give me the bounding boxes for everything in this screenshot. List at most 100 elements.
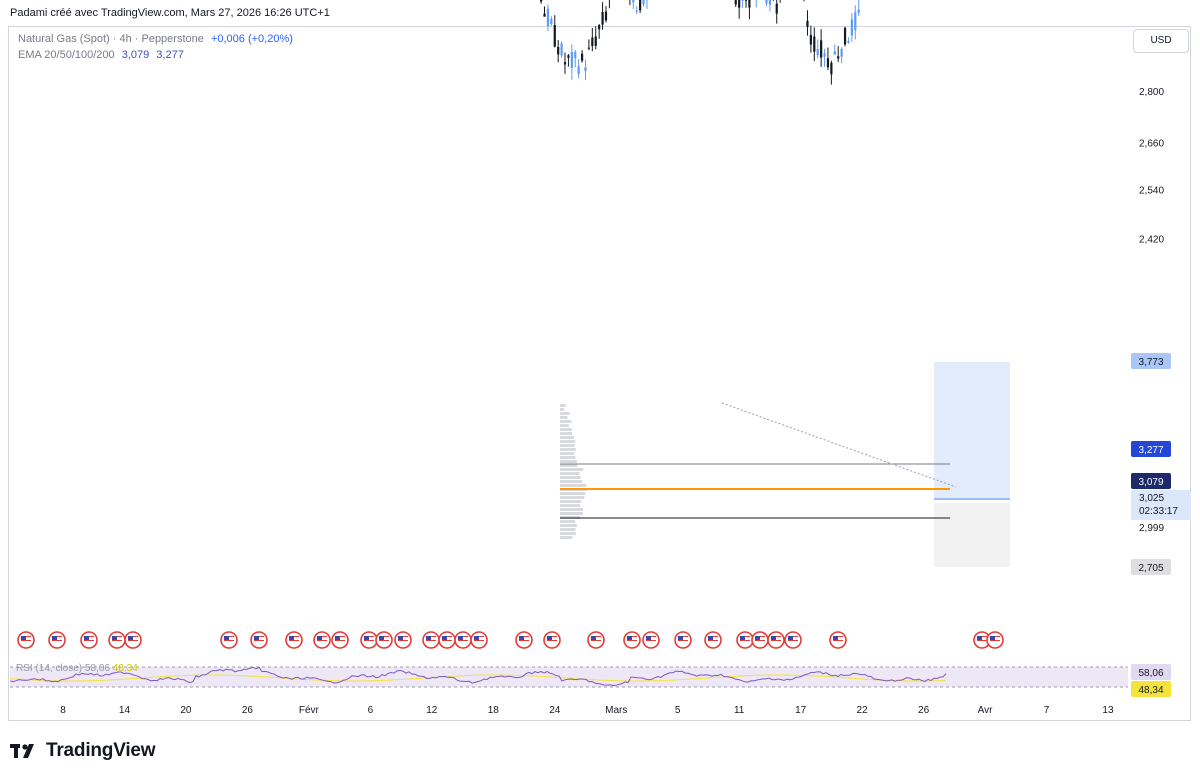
volume-profile-bar	[560, 496, 585, 499]
time-tick-label: 12	[426, 705, 438, 716]
price-tick-label: 2,660	[1139, 139, 1164, 150]
svg-text:58,06: 58,06	[1138, 668, 1163, 679]
economic-event-flag-icon[interactable]	[394, 631, 412, 649]
candle-body	[775, 3, 778, 14]
economic-event-flag-icon[interactable]	[220, 631, 238, 649]
ema-value-2: 3,277	[156, 49, 184, 61]
economic-event-flag-icon[interactable]	[973, 631, 991, 649]
economic-event-flag-icon[interactable]	[360, 631, 378, 649]
trend-line	[721, 402, 957, 488]
economic-event-flag-icon[interactable]	[642, 631, 660, 649]
volume-profile-bar	[560, 536, 573, 539]
time-axis[interactable]: 8 14 20 26 Févr 6 12 18 24 Mars 5 11 17 22 26 Avr 7 13	[60, 705, 1114, 716]
svg-text:2,705: 2,705	[1138, 563, 1163, 574]
volume-profile-bar	[560, 508, 583, 511]
candle-body	[639, 0, 642, 11]
economic-event-flag-icon[interactable]	[438, 631, 456, 649]
time-tick-label: 20	[180, 705, 192, 716]
economic-events-row[interactable]	[17, 631, 1004, 649]
economic-event-flag-icon[interactable]	[736, 631, 754, 649]
svg-text:3,079: 3,079	[1138, 477, 1163, 488]
candle-body	[816, 48, 819, 56]
candle-body	[734, 0, 737, 5]
volume-profile-bar	[560, 416, 568, 419]
position-profit-zone	[934, 362, 1010, 499]
economic-event-flag-icon[interactable]	[704, 631, 722, 649]
volume-profile-bar	[560, 408, 565, 411]
price-axis[interactable]: 6,0005,6005,2004,8004,4004,2004,0003,600…	[1139, 0, 1164, 245]
candle-body	[546, 8, 550, 27]
candle-body	[632, 0, 635, 3]
economic-event-flag-icon[interactable]	[623, 631, 641, 649]
economic-event-flag-icon[interactable]	[751, 631, 769, 649]
volume-profile-bar	[560, 512, 583, 515]
economic-event-flag-icon[interactable]	[375, 631, 393, 649]
volume-profile-bar	[560, 452, 575, 455]
price-tag-ema-fast: 3,079	[1131, 473, 1171, 489]
candle-body	[843, 27, 847, 45]
economic-event-flag-icon[interactable]	[829, 631, 847, 649]
economic-event-flag-icon[interactable]	[543, 631, 561, 649]
ema-legend[interactable]: EMA 20/50/100/200 3,079 3,277	[18, 49, 184, 61]
candle-body	[833, 51, 836, 55]
economic-event-flag-icon[interactable]	[470, 631, 488, 649]
economic-event-flag-icon[interactable]	[313, 631, 331, 649]
candle-body	[741, 0, 744, 1]
volume-profile-bar	[560, 500, 582, 503]
price-tag-ema-slow: 3,277	[1131, 441, 1171, 457]
economic-event-flag-icon[interactable]	[17, 631, 35, 649]
candle-body	[604, 11, 608, 21]
volume-profile-bar	[560, 524, 578, 527]
economic-event-flag-icon[interactable]	[80, 631, 98, 649]
economic-event-flag-icon[interactable]	[767, 631, 785, 649]
price-tag-upper: 3,773	[1131, 353, 1171, 369]
time-tick-label: 11	[734, 705, 745, 716]
economic-event-flag-icon[interactable]	[515, 631, 533, 649]
candle-body	[601, 12, 604, 25]
volume-profile-bar	[560, 448, 576, 451]
tradingview-logo[interactable]: TradingView	[10, 740, 156, 762]
economic-event-flag-icon[interactable]	[986, 631, 1004, 649]
rsi-ma-line	[9, 674, 947, 682]
volume-profile-bar	[560, 456, 576, 459]
candle-body	[587, 47, 591, 49]
candle-body	[574, 52, 577, 59]
volume-profile-bar	[560, 404, 566, 407]
candle-body	[765, 0, 768, 4]
volume-profile	[560, 404, 587, 539]
economic-event-flag-icon[interactable]	[108, 631, 126, 649]
economic-event-flag-icon[interactable]	[48, 631, 66, 649]
candle-body	[543, 13, 546, 17]
volume-profile-bar	[560, 484, 587, 487]
time-tick-label: 14	[119, 705, 131, 716]
economic-event-flag-icon[interactable]	[331, 631, 349, 649]
candle-body	[738, 0, 741, 8]
volume-profile-bar	[560, 480, 582, 483]
economic-event-flag-icon[interactable]	[285, 631, 303, 649]
price-tag-last: 3,025 02:33:17	[1131, 490, 1191, 520]
currency-button[interactable]: USD	[1133, 29, 1189, 53]
price-tick-label: 2,800	[1139, 87, 1164, 98]
svg-text:3,025: 3,025	[1139, 493, 1164, 504]
time-tick-label: 13	[1102, 705, 1114, 716]
ema-value-1: 3,079	[121, 49, 150, 61]
volume-profile-bar	[560, 464, 578, 467]
svg-text:48,34: 48,34	[1138, 685, 1163, 696]
economic-event-flag-icon[interactable]	[454, 631, 472, 649]
candle-body	[584, 67, 587, 72]
economic-event-flag-icon[interactable]	[124, 631, 142, 649]
time-tick-label: 18	[488, 705, 500, 716]
candlestick-series	[540, 0, 860, 85]
economic-event-flag-icon[interactable]	[422, 631, 440, 649]
candle-body	[823, 53, 826, 57]
economic-event-flag-icon[interactable]	[784, 631, 802, 649]
economic-event-flag-icon[interactable]	[674, 631, 692, 649]
volume-profile-bar	[560, 476, 581, 479]
economic-event-flag-icon[interactable]	[587, 631, 605, 649]
economic-event-flag-icon[interactable]	[250, 631, 268, 649]
candle-body	[635, 10, 638, 12]
symbol-legend[interactable]: Natural Gas (Spot) · 4h · Pepperstone +0…	[18, 33, 293, 45]
rsi-tag-ma: 48,34	[1131, 681, 1171, 697]
svg-text:02:33:17: 02:33:17	[1139, 506, 1178, 517]
